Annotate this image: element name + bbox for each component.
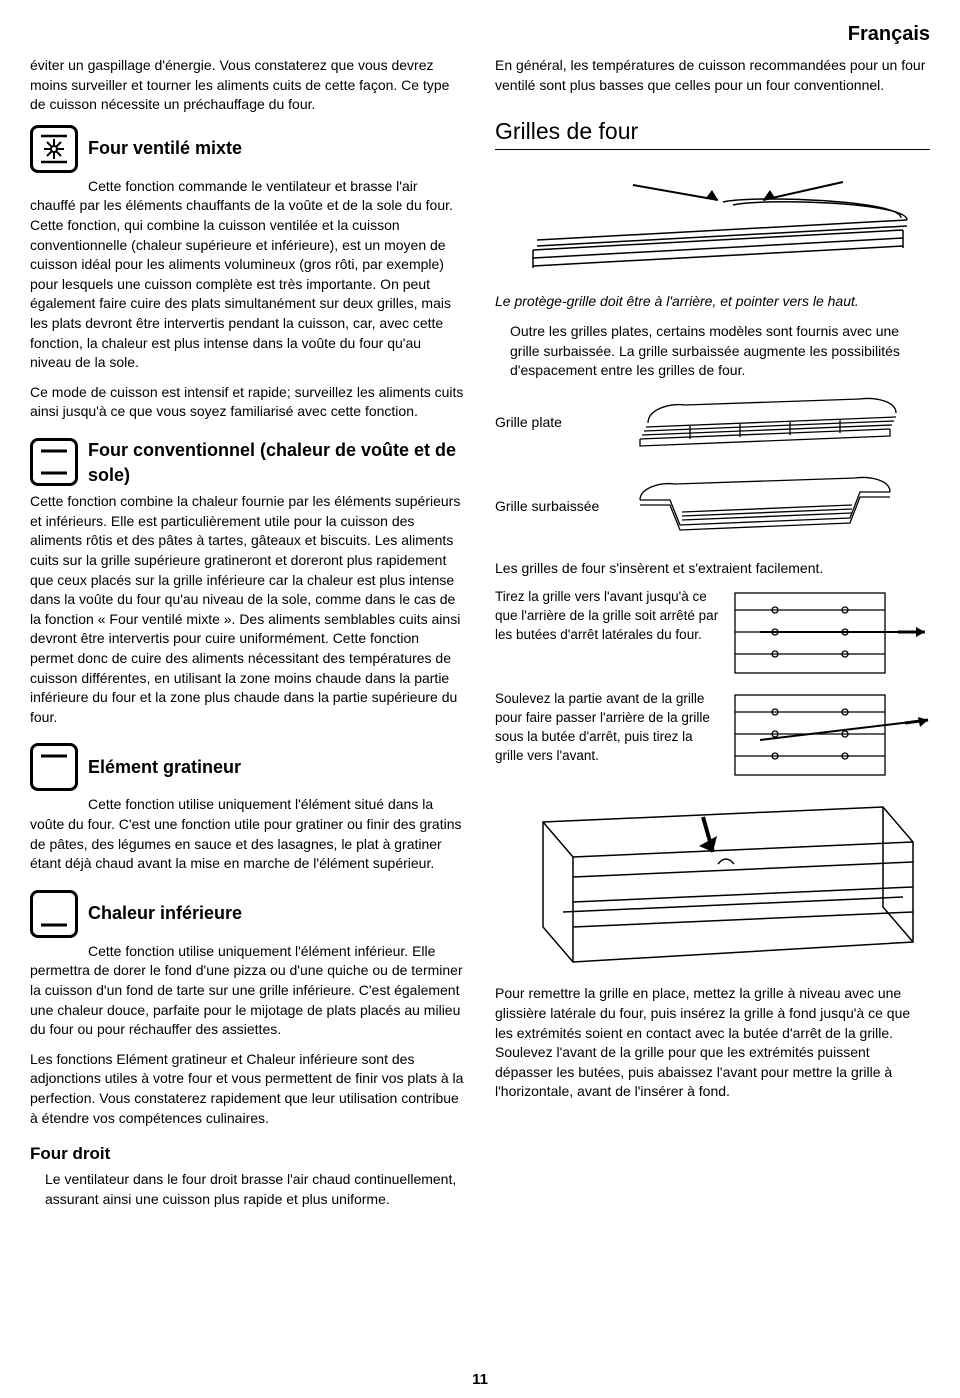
browning-icon [30, 743, 78, 791]
browning-p1: Cette fonction utilise uniquement l'élém… [30, 795, 465, 873]
drop-shelf-row: Grille surbaissée [495, 470, 930, 545]
drop-shelf-illustration [630, 470, 900, 545]
language-header: Français [30, 20, 930, 48]
heading-rule [495, 149, 930, 150]
right-oven-p1: Le ventilateur dans le four droit brasse… [45, 1170, 465, 1209]
flat-shelf-illustration [630, 391, 900, 456]
base-title: Chaleur inférieure [88, 901, 242, 926]
right-column: En général, les températures de cuisson … [495, 56, 930, 1219]
base-p1: Cette fonction utilise uniquement l'élém… [30, 942, 465, 1040]
page-number: 11 [0, 1369, 960, 1390]
browning-title: Elément gratineur [88, 755, 241, 780]
fan-mixed-icon [30, 125, 78, 173]
replace-diagram [503, 792, 923, 972]
pull-text: Tirez la grille vers l'avant jusqu'à ce … [495, 588, 720, 645]
insert-paragraph: Les grilles de four s'insèrent et s'extr… [495, 559, 930, 579]
section-conventional-head: Four conventionnel (chaleur de voûte et … [30, 438, 465, 488]
intro-paragraph: éviter un gaspillage d'énergie. Vous con… [30, 56, 465, 115]
left-column: éviter un gaspillage d'énergie. Vous con… [30, 56, 465, 1219]
conventional-icon [30, 438, 78, 486]
flat-shelf-row: Grille plate [495, 391, 930, 456]
lift-text: Soulevez la partie avant de la grille po… [495, 690, 720, 766]
section-fan-mixed-head: Four ventilé mixte [30, 125, 465, 173]
right-intro: En général, les températures de cuisson … [495, 56, 930, 95]
right-oven-title: Four droit [30, 1142, 465, 1166]
pull-row: Tirez la grille vers l'avant jusqu'à ce … [495, 588, 930, 678]
section-browning-head: Elément gratineur [30, 743, 465, 791]
shelves-heading: Grilles de four [495, 115, 930, 147]
pull-diagram [730, 588, 930, 678]
conventional-p1: Cette fonction combine la chaleur fourni… [30, 492, 465, 727]
drop-shelf-label: Grille surbaissée [495, 497, 605, 517]
models-paragraph: Outre les grilles plates, certains modèl… [510, 322, 930, 381]
base-heat-icon [30, 890, 78, 938]
lift-row: Soulevez la partie avant de la grille po… [495, 690, 930, 780]
flat-shelf-label: Grille plate [495, 413, 605, 433]
fan-mixed-p2: Ce mode de cuisson est intensif et rapid… [30, 383, 465, 422]
fan-mixed-title: Four ventilé mixte [88, 136, 242, 161]
lift-diagram [730, 690, 930, 780]
replace-paragraph: Pour remettre la grille en place, mettez… [495, 984, 930, 1102]
conventional-title: Four conventionnel (chaleur de voûte et … [88, 438, 465, 488]
rack-caption: Le protège-grille doit être à l'arrière,… [495, 292, 930, 312]
section-base-head: Chaleur inférieure [30, 890, 465, 938]
base-p2: Les fonctions Elément gratineur et Chale… [30, 1050, 465, 1128]
rack-arrows-illustration [503, 160, 923, 280]
fan-mixed-p1: Cette fonction commande le ventilateur e… [30, 177, 465, 373]
